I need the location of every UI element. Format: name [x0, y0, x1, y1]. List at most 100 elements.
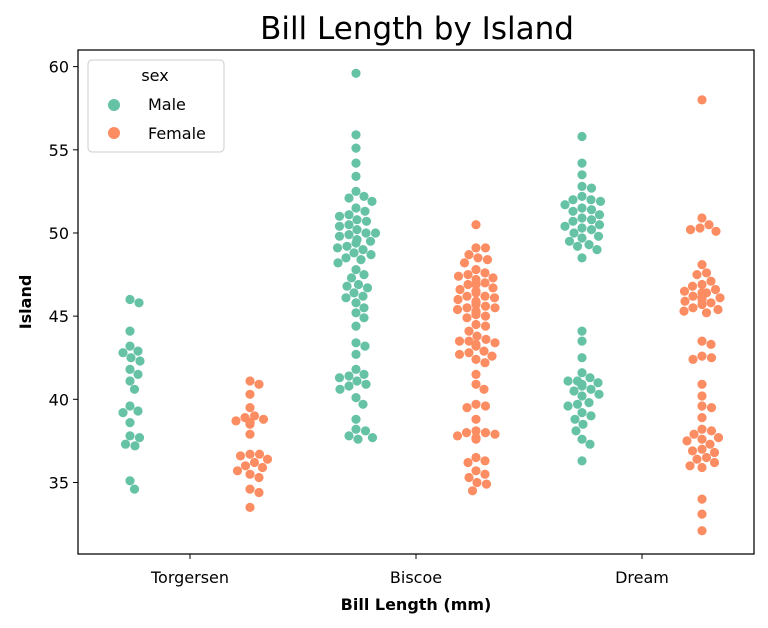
data-point-male	[351, 338, 361, 348]
data-point-female	[713, 304, 723, 315]
data-point-female	[490, 338, 500, 348]
data-point-female	[695, 223, 705, 233]
data-point-female	[471, 243, 481, 253]
data-point-male	[577, 181, 587, 191]
data-point-female	[679, 286, 690, 296]
data-point-male	[356, 255, 366, 265]
data-point-male	[341, 253, 351, 263]
data-point-male	[133, 346, 143, 356]
legend-marker-female	[108, 127, 120, 139]
data-point-female	[464, 326, 474, 336]
axis-ticks: 35 40 45 50 55 60 Torgersen Biscoe Dream	[49, 58, 669, 587]
data-point-male	[125, 401, 135, 411]
data-point-male	[344, 220, 354, 230]
data-point-male	[593, 378, 603, 388]
data-point-male	[358, 291, 368, 301]
y-tick-label: 40	[49, 390, 69, 409]
data-point-female	[490, 429, 500, 439]
data-point-female	[464, 348, 474, 358]
data-point-female	[471, 279, 481, 290]
data-point-female	[697, 424, 707, 434]
data-point-female	[462, 291, 472, 301]
data-point-female	[471, 452, 481, 463]
data-point-female	[480, 456, 490, 466]
data-point-female	[471, 379, 481, 389]
data-point-male	[126, 353, 136, 363]
data-point-female	[706, 276, 716, 286]
data-point-female	[471, 434, 481, 444]
data-point-male	[594, 389, 604, 399]
data-point-female	[697, 379, 707, 389]
data-point-male	[586, 205, 597, 215]
data-point-female	[249, 457, 260, 468]
data-point-female	[463, 279, 473, 290]
data-point-male	[568, 206, 578, 216]
data-point-male	[344, 381, 354, 391]
data-point-female	[487, 351, 497, 361]
data-point-female	[480, 278, 490, 288]
data-point-female	[258, 414, 269, 424]
data-point-male	[594, 210, 605, 220]
data-point-female	[713, 433, 724, 443]
data-point-male	[334, 373, 345, 383]
data-point-female	[231, 416, 241, 426]
legend: sex Male Female	[87, 59, 225, 153]
data-point-female	[254, 472, 264, 483]
data-point-male	[333, 258, 343, 268]
data-point-male	[134, 433, 145, 443]
data-point-female	[454, 349, 465, 359]
data-point-female	[701, 308, 712, 318]
data-point-male	[366, 250, 376, 260]
data-point-male	[351, 203, 361, 213]
data-point-male	[586, 411, 596, 421]
data-point-female	[709, 447, 720, 458]
data-point-female	[479, 384, 489, 394]
data-point-female	[482, 255, 493, 265]
data-point-male	[334, 231, 345, 241]
data-point-female	[461, 428, 472, 438]
data-point-female	[480, 291, 490, 301]
data-point-female	[680, 296, 690, 306]
data-point-female	[697, 391, 707, 401]
data-point-female	[679, 306, 689, 316]
data-point-male	[351, 298, 361, 308]
data-point-male	[129, 484, 140, 494]
data-point-female	[249, 411, 260, 421]
data-point-female	[490, 303, 500, 313]
data-point-female	[697, 509, 707, 519]
data-point-female	[692, 454, 702, 464]
data-point-male	[578, 419, 588, 429]
data-point-female	[706, 403, 717, 413]
data-point-male	[351, 238, 361, 248]
data-point-female	[697, 95, 707, 105]
data-point-male	[125, 376, 135, 386]
data-point-male	[577, 353, 587, 363]
data-point-female	[480, 311, 491, 321]
data-point-male	[595, 196, 606, 206]
data-point-male	[351, 265, 361, 275]
data-point-female	[480, 469, 490, 479]
data-point-female	[254, 487, 264, 498]
data-point-male	[351, 171, 361, 181]
data-point-male	[334, 211, 345, 221]
data-point-male	[353, 434, 363, 444]
data-point-female	[480, 301, 491, 311]
data-point-male	[586, 195, 596, 205]
data-point-male	[352, 225, 362, 235]
data-point-female	[479, 346, 489, 356]
data-point-male	[351, 414, 361, 424]
data-point-female	[471, 319, 481, 330]
data-point-female	[697, 401, 707, 411]
data-point-male	[351, 308, 361, 318]
data-point-female	[706, 353, 717, 363]
data-point-female	[697, 444, 707, 454]
data-point-male	[344, 193, 354, 203]
data-point-female	[706, 298, 716, 308]
data-point-male	[125, 418, 135, 428]
data-point-male	[352, 376, 362, 386]
data-point-male	[133, 369, 143, 379]
data-point-female	[245, 376, 255, 386]
data-point-male	[351, 158, 361, 168]
y-tick-label: 55	[49, 141, 69, 160]
